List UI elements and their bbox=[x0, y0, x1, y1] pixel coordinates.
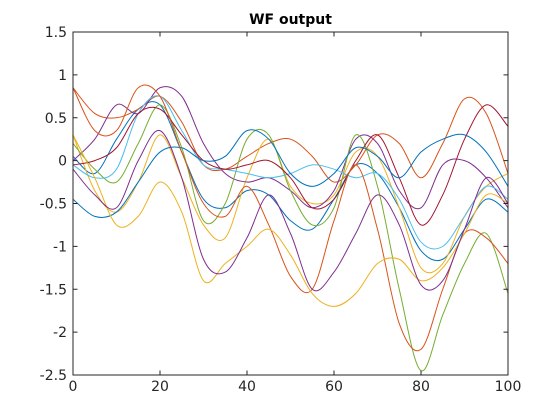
tick-layer: 0 20 40 60 80 100 -2.5 -2 -1.5 -1 -0.5 0 0.5 1 1.5 bbox=[40, 25, 522, 395]
y-tick-label: 0.5 bbox=[45, 111, 67, 127]
y-tick-label: -2 bbox=[53, 325, 67, 341]
x-tick-label: 100 bbox=[495, 379, 522, 395]
y-tick-label: -0.5 bbox=[40, 197, 67, 213]
series-line-9 bbox=[72, 84, 509, 352]
y-tick-label: -2.5 bbox=[40, 368, 67, 384]
chart-title: WF output bbox=[249, 12, 332, 28]
y-tick-label: 1 bbox=[58, 68, 67, 84]
series-line-7 bbox=[72, 104, 509, 226]
series-line-10 bbox=[72, 134, 509, 307]
series-line-11 bbox=[72, 130, 509, 292]
x-tick-label: 20 bbox=[151, 379, 169, 395]
series-line-5 bbox=[72, 104, 509, 372]
x-tick-label: 0 bbox=[69, 379, 78, 395]
y-tick-label: -1.5 bbox=[40, 282, 67, 298]
x-tick-label: 60 bbox=[325, 379, 343, 395]
y-tick-label: -1 bbox=[53, 239, 67, 255]
series-layer bbox=[72, 84, 509, 372]
series-line-8 bbox=[72, 129, 509, 218]
series-line-3 bbox=[72, 134, 509, 274]
y-tick-label: 0 bbox=[58, 154, 67, 170]
x-tick-label: 80 bbox=[412, 379, 430, 395]
y-tick-label: 1.5 bbox=[45, 25, 67, 41]
x-tick-label: 40 bbox=[238, 379, 256, 395]
